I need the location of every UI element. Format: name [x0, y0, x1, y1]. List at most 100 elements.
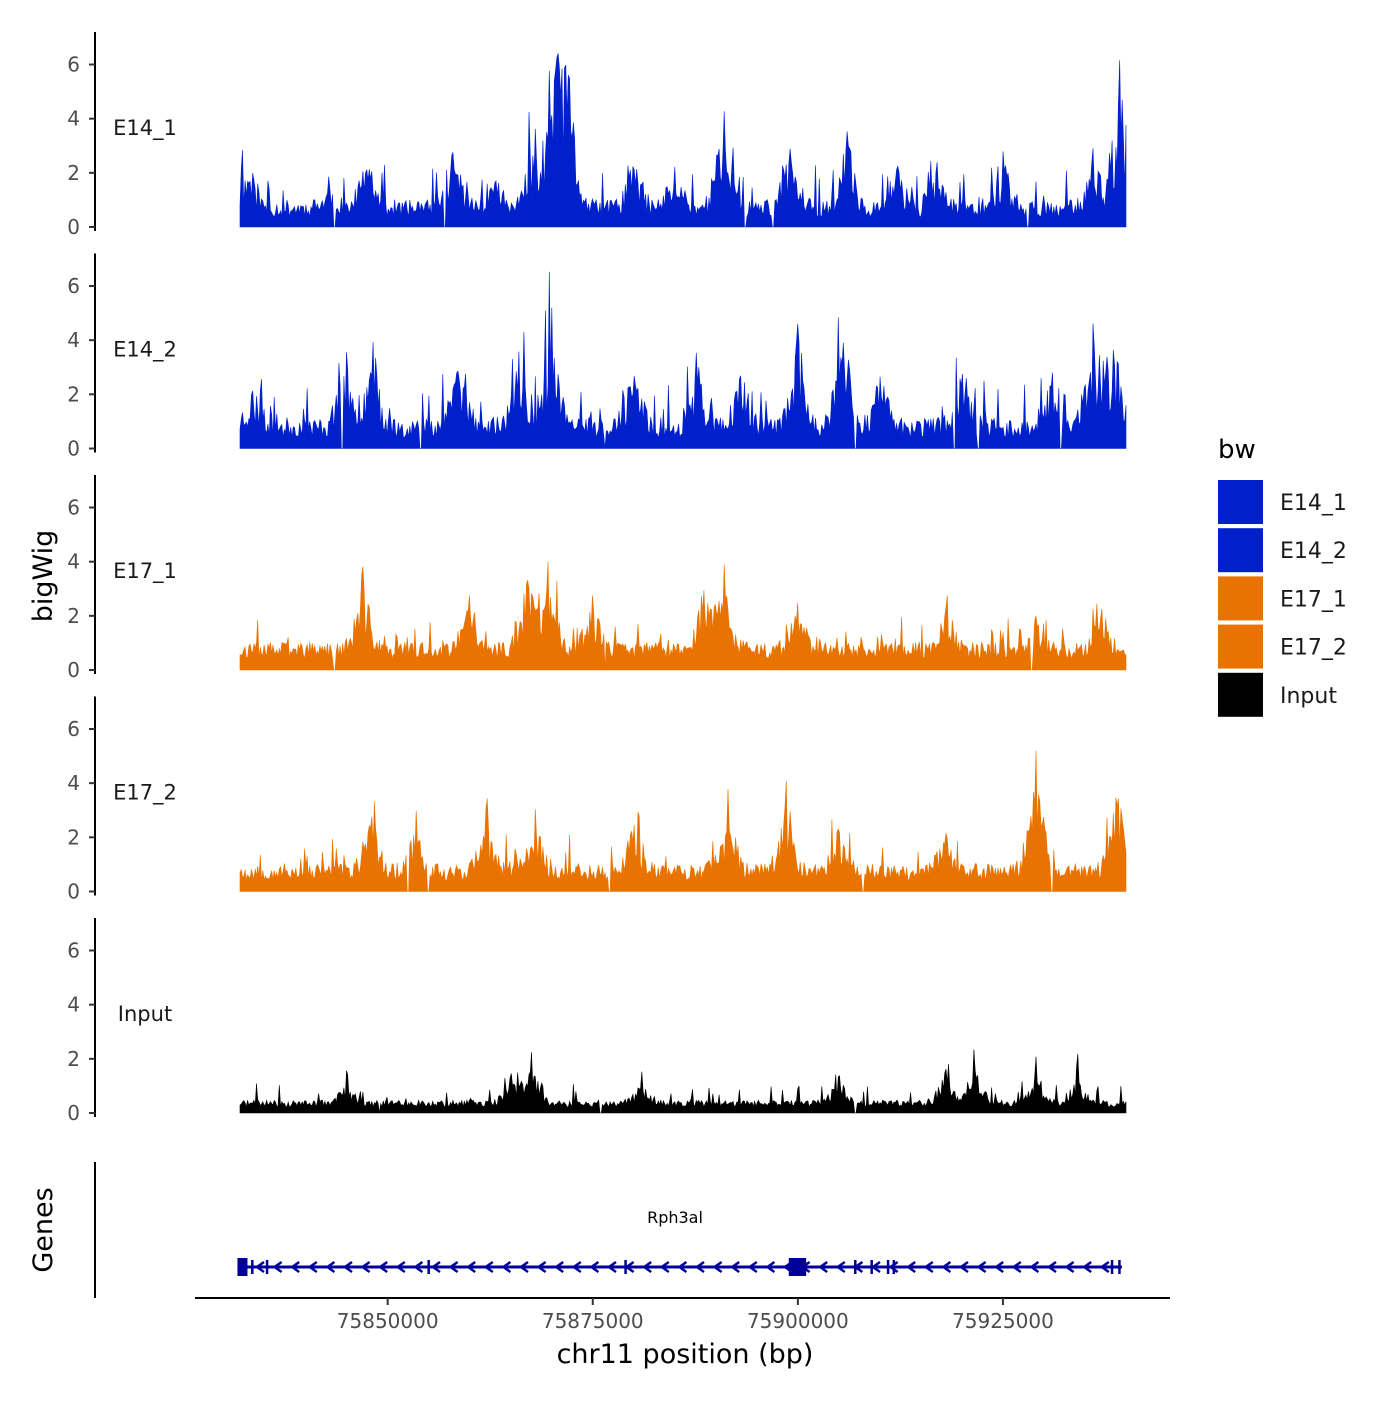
track-input: 0 2 4 6 Input [67, 918, 1127, 1125]
x-axis-title: chr11 position (bp) [557, 1339, 814, 1370]
coverage-area-e14-1 [239, 53, 1127, 228]
y-tick-label: 0 [67, 1101, 80, 1125]
track-e14-1: 0 2 4 6 E14_1 [67, 32, 1127, 239]
coverage-area-e14-2 [239, 271, 1127, 449]
legend-swatch-e14-1 [1218, 480, 1263, 524]
strand-arrow [677, 1260, 688, 1274]
strand-arrow [325, 1260, 336, 1274]
strand-arrow [923, 1260, 934, 1274]
gene-exon [886, 1260, 890, 1274]
strand-arrow [941, 1260, 952, 1274]
coverage-area-e17-1 [239, 561, 1127, 671]
y-tick-label: 6 [67, 939, 80, 963]
strand-arrow [694, 1260, 705, 1274]
y-tick-label: 0 [67, 215, 80, 239]
y-tick-label: 6 [67, 274, 80, 298]
strand-arrow [554, 1260, 564, 1274]
strand-arrow [1064, 1260, 1075, 1274]
strand-arrow [870, 1260, 881, 1274]
track-e17-2: 0 2 4 6 E17_2 [67, 696, 1127, 904]
legend-label: E14_1 [1280, 491, 1347, 516]
x-axis: 75850000 75875000 75900000 75925000 [195, 1297, 1170, 1333]
x-tick-label: 75900000 [747, 1309, 849, 1333]
strand-arrow [466, 1260, 476, 1274]
strand-arrow [395, 1260, 406, 1274]
strand-arrow [642, 1260, 652, 1274]
coverage-area-e17-2 [239, 750, 1127, 892]
strand-arrow [1029, 1260, 1040, 1274]
x-tick-label: 75875000 [542, 1309, 644, 1333]
gene-exon [1110, 1260, 1114, 1274]
strand-arrow [765, 1260, 776, 1274]
strand-arrow [747, 1260, 758, 1274]
strand-arrow [413, 1260, 424, 1274]
y-tick-label: 0 [67, 437, 80, 461]
y-tick-label: 0 [67, 880, 80, 904]
y-tick-label: 6 [67, 496, 80, 520]
y-tick-label: 4 [67, 328, 80, 352]
gene-track: Rph3al [94, 1162, 1122, 1298]
strand-arrow [906, 1260, 916, 1274]
gene-exon [427, 1260, 430, 1274]
legend-swatch-e17-1 [1218, 576, 1263, 621]
strand-arrow [1082, 1260, 1092, 1274]
strand-arrow [818, 1260, 828, 1274]
strand-arrow [483, 1260, 494, 1274]
y-tick-label: 2 [67, 1047, 80, 1071]
strand-arrow [360, 1260, 371, 1274]
strand-arrow [888, 1260, 899, 1274]
y-axis-title: bigWig [28, 530, 59, 623]
legend-label: E17_1 [1280, 587, 1347, 612]
tracks: 0 2 4 6 E14_1 0 2 4 6 E14_2 0 2 4 6 E17_1 0 2 4 6 E17_2 0 2 4 6… [67, 32, 1127, 1125]
gene-exon [1118, 1260, 1121, 1274]
y-tick-label: 2 [67, 825, 80, 849]
y-tick-label: 4 [67, 550, 80, 574]
track-label: E17_2 [113, 780, 177, 805]
strand-arrow [835, 1260, 846, 1274]
strand-arrow [712, 1260, 723, 1274]
strand-arrow [342, 1260, 353, 1274]
strand-arrow [606, 1260, 617, 1274]
track-label: Input [118, 1002, 172, 1026]
gene-exon [237, 1258, 248, 1276]
legend-title: bw [1218, 435, 1256, 465]
strand-arrow [976, 1260, 987, 1274]
strand-arrow [1011, 1260, 1022, 1274]
gene-exon [796, 1258, 807, 1276]
strand-arrow [1046, 1260, 1057, 1274]
gene-exon [265, 1260, 269, 1274]
strand-arrow [730, 1260, 740, 1274]
genes-axis-title: Genes [28, 1187, 59, 1272]
legend: bw E14_1 E14_2 E17_1 E17_2 Input [1218, 435, 1347, 717]
strand-arrow [430, 1260, 441, 1274]
legend-swatch-e17-2 [1218, 624, 1263, 669]
legend-swatch-input [1218, 672, 1263, 717]
strand-arrow [501, 1260, 512, 1274]
coverage-area-input [239, 1049, 1127, 1114]
y-tick-label: 4 [67, 771, 80, 795]
strand-arrow [571, 1260, 582, 1274]
gene-exon [251, 1260, 254, 1274]
x-tick-label: 75850000 [337, 1309, 439, 1333]
y-tick-label: 6 [67, 53, 80, 77]
strand-arrow [589, 1260, 600, 1274]
legend-swatch-e14-2 [1218, 528, 1263, 573]
strand-arrow [659, 1260, 670, 1274]
y-tick-label: 2 [67, 604, 80, 628]
strand-arrow [378, 1260, 388, 1274]
x-tick-label: 75925000 [952, 1309, 1054, 1333]
y-tick-label: 0 [67, 658, 80, 682]
strand-arrow [254, 1260, 265, 1274]
strand-arrow [958, 1260, 969, 1274]
strand-arrow [307, 1260, 318, 1274]
track-label: E17_1 [113, 559, 177, 584]
gene-exon [870, 1260, 873, 1274]
y-tick-label: 2 [67, 161, 80, 185]
gene-exon [788, 1258, 799, 1276]
strand-arrow [994, 1260, 1004, 1274]
track-label: E14_2 [113, 337, 177, 362]
strand-arrow [290, 1260, 300, 1274]
gene-exon [624, 1260, 627, 1274]
gene-exon [854, 1260, 857, 1274]
